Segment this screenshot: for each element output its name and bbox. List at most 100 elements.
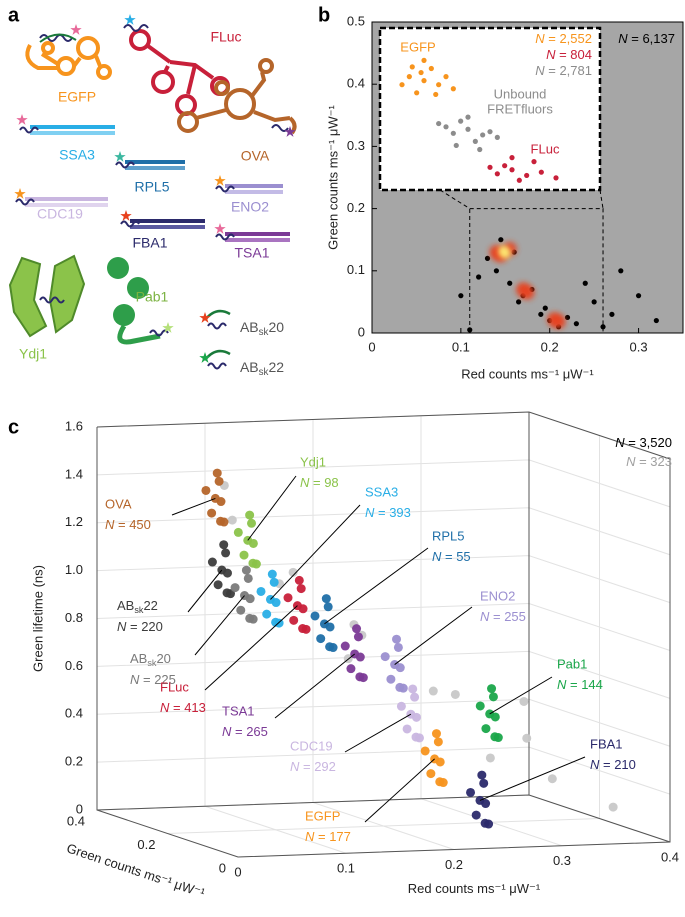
- dye-star: [16, 114, 28, 125]
- data-point: [294, 575, 304, 585]
- plot-frame: [371, 21, 684, 334]
- data-point: [213, 580, 223, 590]
- data-point: [408, 684, 418, 694]
- squiggle: [215, 185, 235, 193]
- data-point: [247, 518, 257, 528]
- text-part: = 450: [114, 517, 151, 532]
- data-point: [458, 118, 464, 124]
- series-count: N = 292: [290, 759, 336, 774]
- y-tick-label: 0.3: [347, 138, 365, 153]
- y-tick-label: 0.4: [347, 76, 365, 91]
- z-tick-label: 0.4: [65, 706, 83, 721]
- text-part: = 265: [231, 724, 268, 739]
- data-point: [222, 568, 232, 578]
- text-part: 20: [156, 651, 170, 666]
- series-count: N = 210: [590, 757, 636, 772]
- series-name: TSA1: [222, 703, 255, 718]
- circle: [127, 277, 149, 299]
- squiggle: [207, 362, 227, 370]
- text-part: N: [222, 724, 232, 739]
- data-point: [481, 799, 491, 809]
- text-part: N: [590, 757, 600, 772]
- leader-line: [344, 713, 412, 753]
- annotation: N = 2,781: [535, 63, 592, 78]
- path: [94, 55, 102, 67]
- series-name: ENO2: [480, 588, 515, 603]
- box-edge: [96, 794, 671, 843]
- data-point: [484, 255, 491, 261]
- leader-line: [394, 606, 473, 665]
- ydj1-shape: [8, 254, 86, 338]
- data-point: [516, 177, 522, 183]
- text-part: sk: [147, 658, 157, 668]
- x-tick-label: 0.2: [445, 857, 463, 872]
- data-point: [346, 664, 356, 674]
- data-point: [393, 642, 403, 652]
- text-part: AB: [240, 359, 259, 375]
- data-point: [450, 689, 460, 699]
- grid-line: [96, 427, 239, 858]
- zoom-connector: [439, 189, 471, 210]
- series-count: N = 144: [557, 677, 603, 692]
- data-point: [538, 311, 544, 317]
- data-point: [221, 548, 231, 558]
- data-point: [428, 65, 434, 72]
- leader-line: [270, 504, 361, 600]
- data-point: [435, 757, 445, 767]
- data-point: [216, 497, 226, 507]
- data-point: [573, 321, 579, 327]
- annotation: N = 323: [626, 454, 672, 469]
- data-point: [494, 171, 500, 177]
- molecule-label: FLuc: [210, 29, 241, 45]
- data-point: [236, 605, 246, 615]
- leader-line: [171, 497, 216, 516]
- dye-star: [199, 312, 211, 323]
- data-point: [476, 274, 482, 280]
- path: [25, 44, 58, 70]
- path: [8, 256, 48, 338]
- data-point: [436, 82, 442, 88]
- y-tick-label: 0.2: [137, 837, 155, 852]
- data-point: [494, 134, 500, 140]
- x-tick-label: 0.4: [661, 849, 679, 864]
- squiggle: [19, 126, 39, 134]
- text-part: = 2,552: [545, 31, 592, 46]
- data-point: [298, 604, 308, 614]
- path: [40, 52, 60, 66]
- text-part: N: [117, 619, 127, 634]
- data-point: [271, 598, 281, 608]
- z-tick-label: 1.0: [65, 562, 83, 577]
- leader-line: [324, 547, 429, 625]
- data-point: [207, 557, 217, 567]
- text-part: = 413: [169, 700, 206, 715]
- data-point: [481, 724, 491, 734]
- x-tick-label: 0.1: [452, 339, 470, 354]
- squiggle: [15, 198, 35, 206]
- data-point: [609, 311, 615, 317]
- dye-star: [120, 210, 132, 221]
- egfp-shape: [25, 36, 112, 80]
- data-point: [538, 169, 544, 175]
- data-point: [380, 652, 390, 662]
- pab1-shape: [107, 257, 149, 326]
- data-point: [296, 584, 306, 594]
- series-count: N = 55: [432, 549, 471, 564]
- text-part: = 220: [126, 619, 163, 634]
- data-point: [522, 733, 532, 743]
- text-part: N: [130, 672, 140, 687]
- y-tick-label: 0.5: [347, 13, 365, 28]
- series-count: N = 177: [305, 829, 351, 844]
- annotation: FLuc: [531, 141, 560, 156]
- z-tick-label: 1.4: [65, 466, 83, 481]
- squiggle: [120, 220, 140, 228]
- data-point: [487, 129, 493, 135]
- molecule-label: Ydj1: [19, 346, 47, 362]
- z-tick-label: 1.2: [65, 514, 83, 529]
- path: [195, 108, 227, 120]
- data-point: [212, 468, 222, 478]
- text-part: N: [480, 609, 490, 624]
- text-part: N: [615, 435, 625, 450]
- data-point: [395, 663, 405, 673]
- annotation: N = 2,552: [535, 31, 592, 46]
- dye-star: [199, 352, 211, 363]
